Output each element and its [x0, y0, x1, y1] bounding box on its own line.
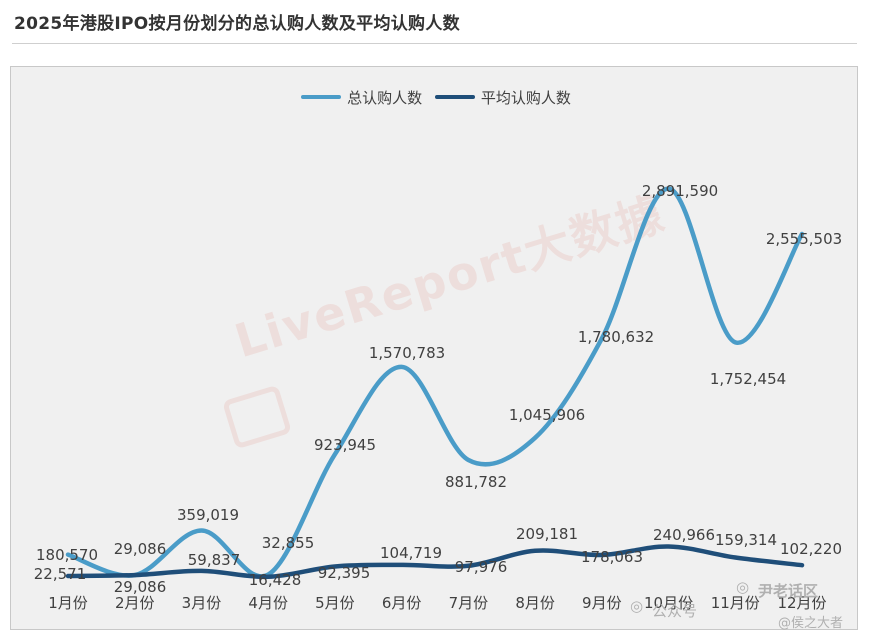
data-label-total: 1,045,906	[509, 406, 585, 424]
data-label-total: 881,782	[445, 473, 507, 491]
data-label-total: 29,086	[114, 540, 167, 558]
data-label-average: 92,395	[318, 564, 371, 582]
data-label-total: 923,945	[314, 436, 376, 454]
data-label-average: 22,571	[34, 565, 87, 583]
x-tick-label: 4月份	[248, 594, 288, 612]
data-label-total: 32,855	[262, 534, 315, 552]
x-tick-label: 10月份	[644, 594, 693, 612]
x-tick-label: 3月份	[182, 594, 222, 612]
x-tick-label: 7月份	[449, 594, 489, 612]
data-label-average: 209,181	[516, 525, 578, 543]
footer-platform-label: 公众号	[652, 602, 698, 620]
data-label-total: 180,570	[36, 546, 98, 564]
legend-swatch-average	[434, 95, 475, 99]
data-label-total: 1,570,783	[369, 344, 445, 362]
data-label-average: 102,220	[780, 540, 842, 558]
data-label-total: 1,752,454	[710, 370, 786, 388]
legend-label-total: 总认购人数	[347, 88, 423, 107]
data-label-total: 2,555,503	[766, 230, 842, 248]
x-tick-label: 8月份	[515, 594, 555, 612]
data-label-average: 178,063	[581, 548, 643, 566]
data-label-average: 104,719	[380, 544, 442, 562]
chart-frame	[10, 66, 858, 630]
x-tick-label: 1月份	[48, 594, 88, 612]
data-label-total: 2,891,590	[642, 182, 718, 200]
title-divider	[12, 43, 857, 44]
x-tick-label: 2月份	[115, 594, 155, 612]
footer-account-icon: ◎	[736, 578, 750, 596]
footer-account: 尹老话区	[758, 582, 819, 600]
data-label-average: 16,428	[249, 571, 302, 589]
wechat-icon: ◎	[630, 597, 644, 615]
data-label-average: 240,966	[653, 526, 715, 544]
legend-item-total: 总认购人数	[301, 87, 422, 108]
page-title: 2025年港股IPO按月份划分的总认购人数及平均认购人数	[14, 14, 460, 34]
data-label-total: 359,019	[177, 506, 239, 524]
data-label-total: 1,780,632	[578, 328, 654, 346]
chart-legend: 总认购人数 平均认购人数	[0, 85, 872, 108]
series-line-total	[65, 186, 805, 579]
x-tick-label: 12月份	[777, 594, 826, 612]
footer-handle: @侯之大者	[778, 616, 844, 631]
data-label-average: 159,314	[715, 531, 777, 549]
x-tick-label: 9月份	[582, 594, 622, 612]
x-tick-label: 5月份	[315, 594, 355, 612]
data-label-average: 97,976	[455, 558, 508, 576]
data-label-average: 59,837	[188, 551, 241, 569]
legend-item-average: 平均认购人数	[434, 87, 571, 108]
data-label-average: 29,086	[114, 578, 167, 596]
series-line-average	[65, 544, 805, 580]
x-tick-label: 6月份	[382, 594, 422, 612]
legend-label-average: 平均认购人数	[480, 88, 571, 107]
x-tick-label: 11月份	[711, 594, 760, 612]
legend-swatch-total	[301, 95, 342, 99]
